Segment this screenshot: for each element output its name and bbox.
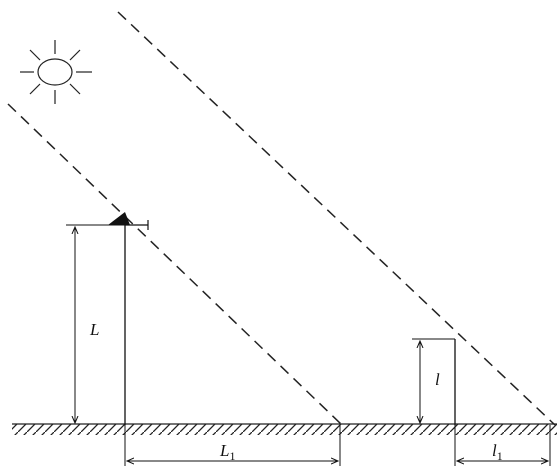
label: L1 — [219, 441, 235, 463]
label-sub: 1 — [497, 449, 503, 463]
label: L — [89, 320, 99, 339]
label-sub: 1 — [229, 449, 235, 463]
ground — [12, 424, 557, 435]
label: l — [435, 370, 440, 389]
label: l1 — [492, 441, 503, 463]
sun-ray — [117, 11, 556, 426]
sun — [20, 40, 92, 104]
label-main: l — [492, 441, 497, 460]
label-main: L — [219, 441, 229, 460]
label-main: L — [89, 320, 99, 339]
label-main: l — [435, 370, 440, 389]
sun-ray — [7, 103, 343, 426]
flag — [108, 212, 130, 225]
